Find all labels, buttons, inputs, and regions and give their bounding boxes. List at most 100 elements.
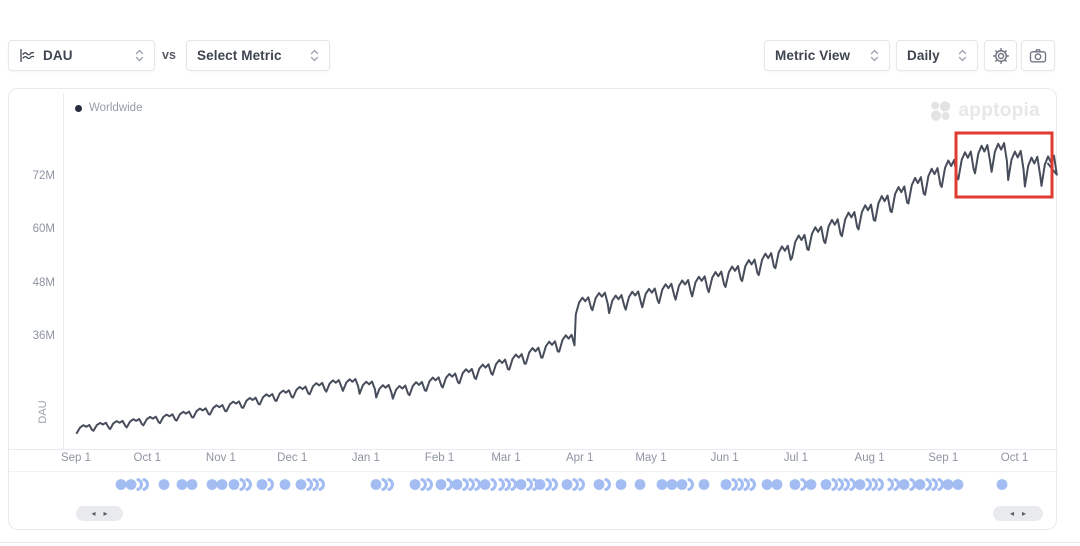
- event-marker-dot[interactable]: [914, 479, 926, 490]
- event-marker-dot[interactable]: [186, 479, 198, 490]
- event-marker-dot[interactable]: [451, 479, 463, 490]
- event-marker-arc[interactable]: [865, 478, 872, 491]
- event-marker-dot[interactable]: [771, 479, 783, 490]
- event-marker-arc[interactable]: [239, 478, 246, 491]
- event-marker-arc[interactable]: [837, 478, 844, 491]
- event-marker-arc[interactable]: [420, 478, 427, 491]
- x-tick-label: Oct 1: [133, 452, 161, 464]
- event-marker-arc[interactable]: [743, 478, 750, 491]
- scroll-left-icon[interactable]: ◂: [1009, 508, 1014, 518]
- event-marker-dot[interactable]: [942, 479, 954, 490]
- event-marker-arc[interactable]: [909, 478, 916, 491]
- event-marker-arc[interactable]: [504, 478, 511, 491]
- event-marker-arc[interactable]: [551, 478, 558, 491]
- event-marker-arc[interactable]: [545, 478, 552, 491]
- event-marker-arc[interactable]: [800, 478, 807, 491]
- event-marker-arc[interactable]: [510, 478, 517, 491]
- event-marker-arc[interactable]: [474, 478, 481, 491]
- event-marker-dot[interactable]: [698, 479, 710, 490]
- event-marker-dot[interactable]: [996, 479, 1008, 490]
- event-marker-arc[interactable]: [937, 478, 944, 491]
- event-marker-arc[interactable]: [925, 478, 932, 491]
- scroll-right-icon[interactable]: ▸: [103, 508, 108, 518]
- event-marker-arc[interactable]: [426, 478, 433, 491]
- event-marker-dot[interactable]: [435, 479, 447, 490]
- event-marker-dot[interactable]: [820, 479, 832, 490]
- event-marker-arc[interactable]: [749, 478, 756, 491]
- event-marker-dot[interactable]: [615, 479, 627, 490]
- event-marker-dot[interactable]: [805, 479, 817, 490]
- event-marker-arc[interactable]: [446, 478, 453, 491]
- event-marker-arc[interactable]: [572, 478, 579, 491]
- event-marker-arc[interactable]: [843, 478, 850, 491]
- event-marker-arc[interactable]: [526, 478, 533, 491]
- event-marker-arc[interactable]: [604, 478, 611, 491]
- event-marker-arc[interactable]: [381, 478, 388, 491]
- event-marker-dot[interactable]: [952, 479, 964, 490]
- event-marker-arc[interactable]: [306, 478, 313, 491]
- settings-button[interactable]: [984, 40, 1017, 71]
- event-marker-dot[interactable]: [115, 479, 127, 490]
- event-marker-dot[interactable]: [634, 479, 646, 490]
- primary-metric-select[interactable]: DAU: [8, 40, 155, 71]
- scroll-left-icon[interactable]: ◂: [91, 508, 96, 518]
- event-marker-dot[interactable]: [898, 479, 910, 490]
- event-marker-arc[interactable]: [931, 478, 938, 491]
- event-marker-arc[interactable]: [877, 478, 884, 491]
- compare-metric-select[interactable]: Select Metric: [186, 40, 330, 71]
- event-marker-dot[interactable]: [515, 479, 527, 490]
- camera-icon: [1028, 46, 1048, 66]
- event-marker-arc[interactable]: [893, 478, 900, 491]
- event-marker-dot[interactable]: [676, 479, 688, 490]
- event-marker-dot[interactable]: [656, 479, 668, 490]
- event-marker-arc[interactable]: [468, 478, 475, 491]
- event-marker-dot[interactable]: [593, 479, 605, 490]
- event-marker-arc[interactable]: [737, 478, 744, 491]
- event-marker-dot[interactable]: [206, 479, 218, 490]
- event-marker-arc[interactable]: [887, 478, 894, 491]
- event-marker-dot[interactable]: [125, 479, 137, 490]
- event-marker-dot[interactable]: [720, 479, 732, 490]
- event-marker-dot[interactable]: [789, 479, 801, 490]
- event-marker-arc[interactable]: [490, 478, 497, 491]
- event-marker-dot[interactable]: [761, 479, 773, 490]
- x-tick-label: Aug 1: [854, 452, 885, 464]
- event-marker-dot[interactable]: [561, 479, 573, 490]
- event-marker-dot[interactable]: [228, 479, 240, 490]
- event-marker-arc[interactable]: [831, 478, 838, 491]
- event-marker-dot[interactable]: [479, 479, 491, 490]
- event-marker-dot[interactable]: [176, 479, 188, 490]
- event-marker-dot[interactable]: [409, 479, 421, 490]
- scrollbar-left-handle[interactable]: ◂ ▸: [76, 506, 123, 521]
- event-marker-dot[interactable]: [158, 479, 170, 490]
- event-marker-arc[interactable]: [578, 478, 585, 491]
- metric-view-select[interactable]: Metric View: [764, 40, 890, 71]
- scroll-right-icon[interactable]: ▸: [1022, 508, 1027, 518]
- granularity-select[interactable]: Daily: [896, 40, 978, 71]
- event-marker-arc[interactable]: [849, 478, 856, 491]
- event-marker-dot[interactable]: [854, 479, 866, 490]
- event-marker-arc[interactable]: [312, 478, 319, 491]
- event-marker-dot[interactable]: [256, 479, 268, 490]
- event-marker-arc[interactable]: [871, 478, 878, 491]
- legend-bullet-icon: [75, 104, 82, 112]
- event-marker-arc[interactable]: [731, 478, 738, 491]
- event-marker-arc[interactable]: [387, 478, 394, 491]
- event-marker-dot[interactable]: [279, 479, 291, 490]
- event-marker-arc[interactable]: [267, 478, 274, 491]
- event-marker-dot[interactable]: [295, 479, 307, 490]
- event-marker-arc[interactable]: [245, 478, 252, 491]
- event-marker-dot[interactable]: [370, 479, 382, 490]
- event-marker-arc[interactable]: [462, 478, 469, 491]
- event-marker-arc[interactable]: [687, 478, 694, 491]
- event-marker-arc[interactable]: [142, 478, 149, 491]
- event-marker-dot[interactable]: [666, 479, 678, 490]
- event-marker-arc[interactable]: [318, 478, 325, 491]
- scrollbar-right-handle[interactable]: ◂ ▸: [993, 506, 1043, 521]
- event-marker-dot[interactable]: [534, 479, 546, 490]
- event-marker-dot[interactable]: [216, 479, 228, 490]
- dau-chart-canvas[interactable]: [9, 89, 1058, 531]
- event-marker-arc[interactable]: [136, 478, 143, 491]
- event-marker-arc[interactable]: [498, 478, 505, 491]
- screenshot-button[interactable]: [1021, 40, 1055, 71]
